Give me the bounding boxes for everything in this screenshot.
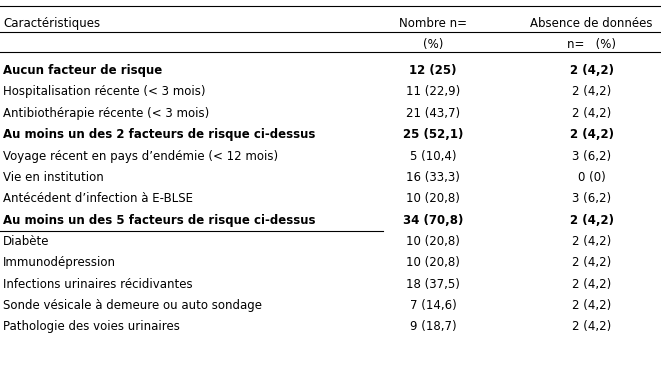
- Text: Au moins un des 2 facteurs de risque ci-dessus: Au moins un des 2 facteurs de risque ci-…: [3, 128, 316, 141]
- Text: 2 (4,2): 2 (4,2): [570, 64, 613, 77]
- Text: 2 (4,2): 2 (4,2): [570, 213, 613, 227]
- Text: Infections urinaires récidivantes: Infections urinaires récidivantes: [3, 277, 193, 291]
- Text: 12 (25): 12 (25): [409, 64, 457, 77]
- Text: Hospitalisation récente (< 3 mois): Hospitalisation récente (< 3 mois): [3, 85, 206, 99]
- Text: Immunodépression: Immunodépression: [3, 256, 116, 269]
- Text: Diabète: Diabète: [3, 235, 50, 248]
- Text: Caractéristiques: Caractéristiques: [3, 17, 100, 31]
- Text: Antibiothérapie récente (< 3 mois): Antibiothérapie récente (< 3 mois): [3, 107, 210, 120]
- Text: 2 (4,2): 2 (4,2): [572, 320, 611, 333]
- Text: Pathologie des voies urinaires: Pathologie des voies urinaires: [3, 320, 180, 333]
- Text: 2 (4,2): 2 (4,2): [572, 107, 611, 120]
- Text: 16 (33,3): 16 (33,3): [406, 171, 460, 184]
- Text: 2 (4,2): 2 (4,2): [572, 256, 611, 269]
- Text: 25 (52,1): 25 (52,1): [403, 128, 463, 141]
- Text: 2 (4,2): 2 (4,2): [572, 277, 611, 291]
- Text: 21 (43,7): 21 (43,7): [406, 107, 460, 120]
- Text: 10 (20,8): 10 (20,8): [406, 235, 460, 248]
- Text: 9 (18,7): 9 (18,7): [410, 320, 456, 333]
- Text: Nombre n=: Nombre n=: [399, 17, 467, 31]
- Text: 2 (4,2): 2 (4,2): [572, 299, 611, 312]
- Text: 11 (22,9): 11 (22,9): [406, 85, 460, 99]
- Text: Antécédent d’infection à E-BLSE: Antécédent d’infection à E-BLSE: [3, 192, 193, 205]
- Text: n=   (%): n= (%): [567, 38, 616, 52]
- Text: Vie en institution: Vie en institution: [3, 171, 104, 184]
- Text: 3 (6,2): 3 (6,2): [572, 149, 611, 163]
- Text: 10 (20,8): 10 (20,8): [406, 256, 460, 269]
- Text: 7 (14,6): 7 (14,6): [410, 299, 456, 312]
- Text: 0 (0): 0 (0): [578, 171, 605, 184]
- Text: Sonde vésicale à demeure ou auto sondage: Sonde vésicale à demeure ou auto sondage: [3, 299, 262, 312]
- Text: 2 (4,2): 2 (4,2): [570, 128, 613, 141]
- Text: 3 (6,2): 3 (6,2): [572, 192, 611, 205]
- Text: 10 (20,8): 10 (20,8): [406, 192, 460, 205]
- Text: Au moins un des 5 facteurs de risque ci-dessus: Au moins un des 5 facteurs de risque ci-…: [3, 213, 316, 227]
- Text: 5 (10,4): 5 (10,4): [410, 149, 456, 163]
- Text: 2 (4,2): 2 (4,2): [572, 85, 611, 99]
- Text: (%): (%): [423, 38, 443, 52]
- Text: Voyage récent en pays d’endémie (< 12 mois): Voyage récent en pays d’endémie (< 12 mo…: [3, 149, 278, 163]
- Text: Aucun facteur de risque: Aucun facteur de risque: [3, 64, 163, 77]
- Text: 18 (37,5): 18 (37,5): [406, 277, 460, 291]
- Text: 34 (70,8): 34 (70,8): [403, 213, 463, 227]
- Text: Absence de données: Absence de données: [530, 17, 653, 31]
- Text: 2 (4,2): 2 (4,2): [572, 235, 611, 248]
